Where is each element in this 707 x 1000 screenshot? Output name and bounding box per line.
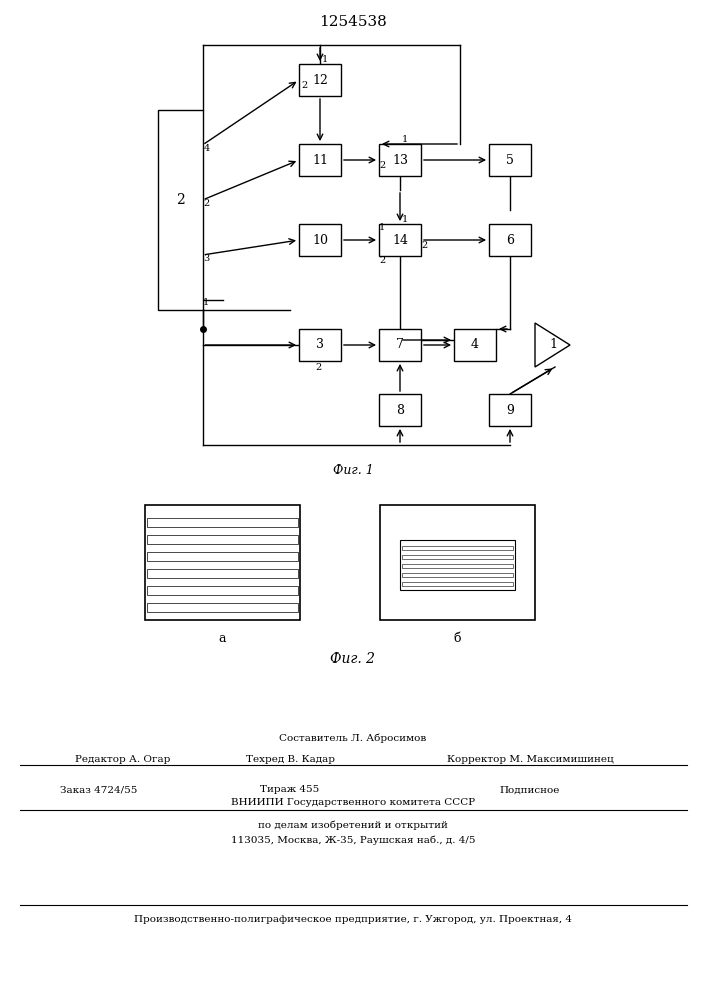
Text: 1: 1 [402, 135, 408, 144]
Text: Фиг. 1: Фиг. 1 [332, 464, 373, 477]
Text: 2: 2 [421, 241, 427, 250]
Bar [147, 518, 298, 527]
Bar [147, 552, 298, 561]
Text: Подписное: Подписное [500, 786, 560, 794]
Text: Редактор А. Огар: Редактор А. Огар [75, 756, 170, 764]
Text: 1: 1 [202, 298, 209, 307]
Text: 2: 2 [175, 193, 185, 207]
Text: 11: 11 [312, 153, 328, 166]
Text: а: а [218, 632, 226, 645]
Text: Составитель Л. Абросимов: Составитель Л. Абросимов [279, 733, 426, 743]
Text: 13: 13 [392, 153, 408, 166]
Text: 2: 2 [379, 256, 385, 265]
Text: 2: 2 [379, 161, 385, 170]
Text: 14: 14 [392, 233, 408, 246]
Text: 2: 2 [301, 81, 308, 90]
Bar [299, 224, 341, 256]
Bar [402, 582, 513, 586]
Bar [454, 329, 496, 361]
Text: 1254538: 1254538 [319, 15, 387, 29]
Bar [489, 144, 531, 176]
Text: 10: 10 [312, 233, 328, 246]
Text: 4: 4 [471, 338, 479, 352]
Text: 1: 1 [402, 215, 408, 224]
Bar [379, 144, 421, 176]
Bar [299, 64, 341, 96]
Text: 8: 8 [396, 403, 404, 416]
Text: ВНИИПИ Государственного комитета СССР: ВНИИПИ Государственного комитета СССР [231, 798, 475, 807]
Text: 12: 12 [312, 74, 328, 87]
Bar [402, 546, 513, 550]
Bar [147, 569, 298, 578]
Text: Тираж 455: Тираж 455 [260, 786, 320, 794]
Bar [145, 505, 300, 620]
Text: 1: 1 [322, 55, 328, 64]
Text: 2: 2 [315, 363, 321, 372]
Bar [299, 144, 341, 176]
Bar [402, 573, 513, 577]
Bar [379, 394, 421, 426]
Bar [489, 224, 531, 256]
Text: 1: 1 [549, 338, 557, 352]
Bar [379, 329, 421, 361]
Bar [380, 505, 535, 620]
Text: Техред В. Кадар: Техред В. Кадар [245, 756, 334, 764]
Bar [147, 603, 298, 612]
Bar [402, 555, 513, 559]
Text: 5: 5 [506, 153, 514, 166]
Text: Корректор М. Максимишинец: Корректор М. Максимишинец [447, 756, 614, 764]
Bar [147, 535, 298, 544]
Text: 4: 4 [204, 144, 210, 153]
Bar [379, 224, 421, 256]
Text: б: б [454, 632, 461, 645]
Text: Фиг. 2: Фиг. 2 [330, 652, 375, 666]
Text: 2: 2 [204, 199, 210, 208]
Text: 1: 1 [379, 223, 385, 232]
Bar [145, 505, 300, 620]
Bar [489, 394, 531, 426]
Text: 6: 6 [506, 233, 514, 246]
Bar [147, 586, 298, 595]
Text: 3: 3 [316, 338, 324, 352]
Text: Заказ 4724/55: Заказ 4724/55 [60, 786, 137, 794]
Text: 113035, Москва, Ж-35, Раушская наб., д. 4/5: 113035, Москва, Ж-35, Раушская наб., д. … [230, 835, 475, 845]
Text: Производственно-полиграфическое предприятие, г. Ужгород, ул. Проектная, 4: Производственно-полиграфическое предприя… [134, 916, 572, 924]
Bar [400, 540, 515, 590]
Bar [380, 505, 535, 620]
Text: 9: 9 [506, 403, 514, 416]
Text: 7: 7 [396, 338, 404, 352]
Bar [402, 564, 513, 568]
Text: 3: 3 [204, 254, 210, 263]
Bar [158, 110, 202, 310]
Text: по делам изобретений и открытий: по делам изобретений и открытий [258, 820, 448, 830]
Bar [299, 329, 341, 361]
